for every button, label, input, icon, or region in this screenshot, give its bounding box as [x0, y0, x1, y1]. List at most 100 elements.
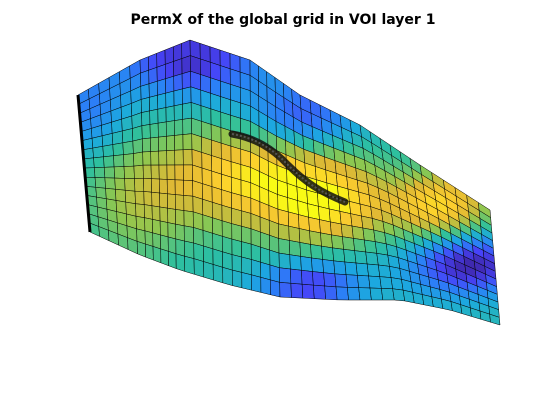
grid-cell	[152, 246, 162, 264]
grid-cell	[278, 238, 291, 256]
grid-cell	[167, 236, 177, 255]
grid-cell	[94, 167, 106, 179]
grid-cell	[301, 269, 314, 286]
grid-cell	[221, 220, 233, 240]
grid-cell	[135, 215, 146, 232]
grid-cell	[166, 149, 176, 166]
grid-cell	[166, 135, 175, 151]
grid-cell	[165, 90, 175, 108]
grid-cell	[309, 230, 322, 247]
grid-cell	[203, 261, 214, 281]
grid-cell	[335, 286, 349, 301]
grid-cell	[175, 253, 186, 272]
grid-cell	[142, 164, 152, 179]
grid-cell	[241, 272, 252, 291]
grid-cell	[241, 225, 252, 245]
grid-cell	[181, 55, 191, 75]
grid-cell	[134, 178, 145, 192]
grid-cell	[250, 259, 262, 278]
grid-cell	[339, 211, 353, 227]
grid-cell	[174, 194, 185, 211]
grid-cell	[103, 166, 116, 179]
grid-cell	[343, 249, 357, 264]
grid-cell	[158, 150, 168, 166]
grid-cell	[122, 140, 134, 155]
grid-cell	[240, 195, 252, 214]
grid-cell	[140, 97, 150, 113]
grid-cell	[231, 192, 242, 212]
grid-cell	[260, 246, 271, 266]
grid-cell	[182, 117, 192, 135]
grid-cell	[269, 279, 281, 298]
grid-cell	[102, 144, 114, 158]
grid-cell	[166, 179, 176, 195]
grid-cell	[377, 264, 392, 278]
grid-cell	[158, 164, 168, 180]
grid-cell	[298, 228, 311, 245]
grid-cell	[174, 179, 184, 196]
grid-cell	[135, 203, 145, 219]
grid-cell	[150, 164, 160, 180]
grid-cell	[165, 75, 175, 94]
grid-cell	[301, 283, 315, 299]
grid-cell	[311, 257, 324, 273]
grid-cell	[290, 268, 303, 285]
grid-cell	[381, 288, 395, 301]
grid-cell	[354, 250, 368, 265]
grid-cell	[149, 108, 159, 125]
grid-cell	[167, 222, 177, 240]
grid-cell	[156, 64, 166, 82]
grid-cell	[289, 254, 302, 271]
grid-cell	[132, 125, 143, 142]
grid-cell	[345, 274, 359, 288]
grid-cell	[143, 178, 152, 193]
grid-cell	[175, 209, 185, 227]
grid-cell	[101, 133, 114, 147]
grid-cell	[355, 262, 369, 277]
grid-cell	[366, 263, 381, 277]
grid-cell	[287, 211, 300, 229]
grid-cell	[151, 205, 161, 222]
grid-cell	[175, 223, 185, 242]
grid-cell	[93, 156, 105, 168]
grid-cell	[143, 204, 153, 220]
grid-cell	[324, 285, 338, 301]
grid-cell	[310, 244, 323, 260]
grid-cell	[231, 254, 243, 273]
grid-cell	[140, 83, 150, 100]
grid-cell	[351, 225, 365, 241]
grid-cell	[221, 204, 232, 224]
grid-cell	[260, 276, 271, 296]
grid-cell	[353, 238, 367, 253]
grid-cell	[133, 151, 144, 167]
grid-cell	[124, 178, 136, 192]
grid-cell	[344, 261, 358, 276]
grid-cell	[142, 137, 151, 153]
grid-cell	[365, 251, 379, 266]
grid-cell	[240, 179, 252, 199]
grid-cell	[279, 267, 292, 284]
grid-cell	[145, 243, 154, 261]
grid-cell	[173, 73, 183, 92]
grid-cell	[92, 146, 104, 159]
grid-cell	[159, 220, 169, 238]
grid-cell	[112, 142, 124, 157]
grid-cell	[181, 39, 191, 59]
grid-cell	[111, 130, 124, 145]
grid-cell	[182, 102, 192, 120]
grid-cell	[148, 66, 158, 85]
grid-cell	[157, 107, 167, 124]
grid-cell	[113, 154, 125, 168]
grid-cell	[230, 145, 242, 165]
grid-cell	[91, 135, 104, 149]
grid-cell	[174, 164, 184, 181]
grid-cell	[140, 69, 150, 87]
grid-cell	[149, 122, 159, 139]
grid-cell	[369, 287, 384, 301]
grid-cell	[182, 86, 192, 105]
grid-cell	[332, 247, 346, 263]
grid-cell	[368, 275, 382, 289]
grid-cell	[328, 208, 342, 225]
grid-cell	[141, 124, 151, 140]
